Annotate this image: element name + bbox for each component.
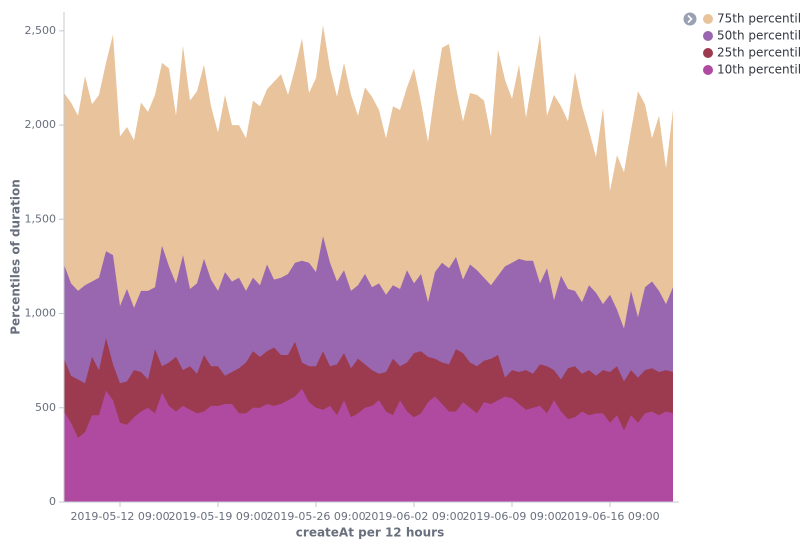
y-tick-label: 1,500 [25,212,57,225]
legend-toggle[interactable] [683,12,697,26]
x-tick-label: 2019-05-12 09:00 [70,510,169,523]
legend-text[interactable]: 50th percentile of duration [717,29,800,43]
x-tick-label: 2019-06-02 09:00 [364,510,463,523]
x-tick-label: 2019-06-09 09:00 [462,510,561,523]
y-tick-label: 500 [35,401,56,414]
y-tick-label: 2,000 [25,118,57,131]
x-tick-label: 2019-05-19 09:00 [168,510,267,523]
x-tick-label: 2019-05-26 09:00 [266,510,365,523]
y-tick-label: 0 [49,495,56,508]
legend-text[interactable]: 75th percentile of duration [717,12,800,26]
legend-marker[interactable] [703,14,713,24]
legend-marker[interactable] [703,48,713,58]
legend-toggle-chevron [687,14,693,24]
legend-marker[interactable] [703,31,713,41]
x-axis-title: createAt per 12 hours [296,526,444,540]
area [64,388,673,502]
y-tick-label: 2,500 [25,24,57,37]
y-axis-title: Percentiles of duration [9,179,23,335]
y-tick-label: 1,000 [25,307,57,320]
x-tick-label: 2019-06-16 09:00 [560,510,659,523]
legend-text[interactable]: 25th percentile of duration [717,46,800,60]
legend-toggle-icon[interactable] [683,12,697,26]
legend-marker[interactable] [703,65,713,75]
legend-text[interactable]: 10th percentile of duration [717,63,800,77]
